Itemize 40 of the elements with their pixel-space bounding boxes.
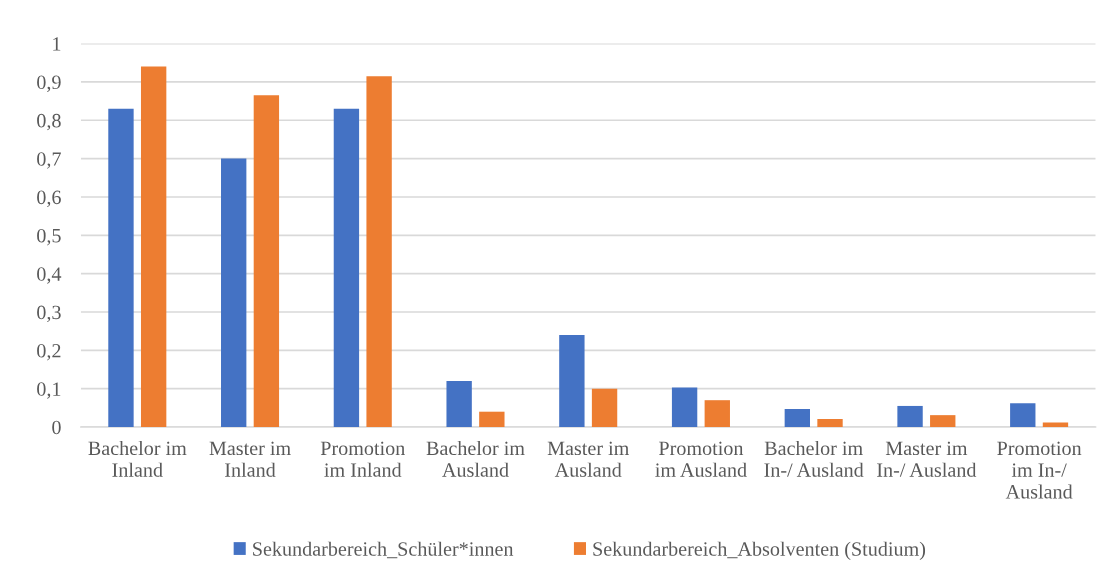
bar [366, 76, 392, 428]
y-tick-label: 0,5 [37, 228, 61, 246]
bar [108, 108, 134, 428]
bar [1010, 403, 1036, 428]
y-tick-label: 0,8 [37, 113, 61, 131]
bar [446, 381, 472, 428]
legend-label: Sekundarbereich_Absolventen (Studium) [593, 541, 926, 560]
x-tick-label: Master im Ausland [547, 441, 630, 477]
y-tick-label: 0,7 [37, 152, 61, 169]
x-tick-label: Bachelor im Ausland [426, 440, 525, 477]
x-tick-label: Promotion im Inland [320, 441, 405, 477]
bar [897, 405, 923, 428]
y-tick-label: 0,3 [37, 305, 61, 323]
bar [559, 335, 585, 428]
y-tick-label: 0,9 [37, 75, 61, 92]
y-tick-label: 0 [52, 420, 61, 435]
y-tick-label: 0,2 [37, 343, 61, 361]
x-tick-label: Bachelor im In-/ Ausland [764, 440, 864, 477]
bar [253, 95, 280, 428]
bar [784, 409, 811, 428]
x-tick-label: Master im In-/ Ausland [877, 441, 977, 477]
x-tick-label: Promotion im In-/ Ausland [997, 441, 1082, 499]
x-tick-label: Bachelor im Inland [88, 440, 187, 477]
legend-label: Sekundarbereich_Schüler*innen [253, 541, 514, 559]
y-tick-label: 1 [53, 37, 61, 51]
x-tick-label: Promotion im Ausland [655, 441, 747, 477]
bar [221, 158, 247, 428]
y-tick-label: 0,1 [37, 382, 61, 399]
y-tick-label: 0,6 [37, 190, 61, 208]
y-tick-label: 0,4 [37, 267, 62, 284]
x-tick-label: Master im Inland [209, 441, 291, 477]
bar [671, 387, 698, 428]
bar [817, 418, 843, 428]
bar [333, 108, 360, 428]
bar [930, 415, 956, 428]
bar [140, 66, 167, 428]
bar [591, 388, 618, 428]
bar [479, 411, 505, 428]
bar [704, 400, 730, 428]
bar [1042, 422, 1069, 428]
